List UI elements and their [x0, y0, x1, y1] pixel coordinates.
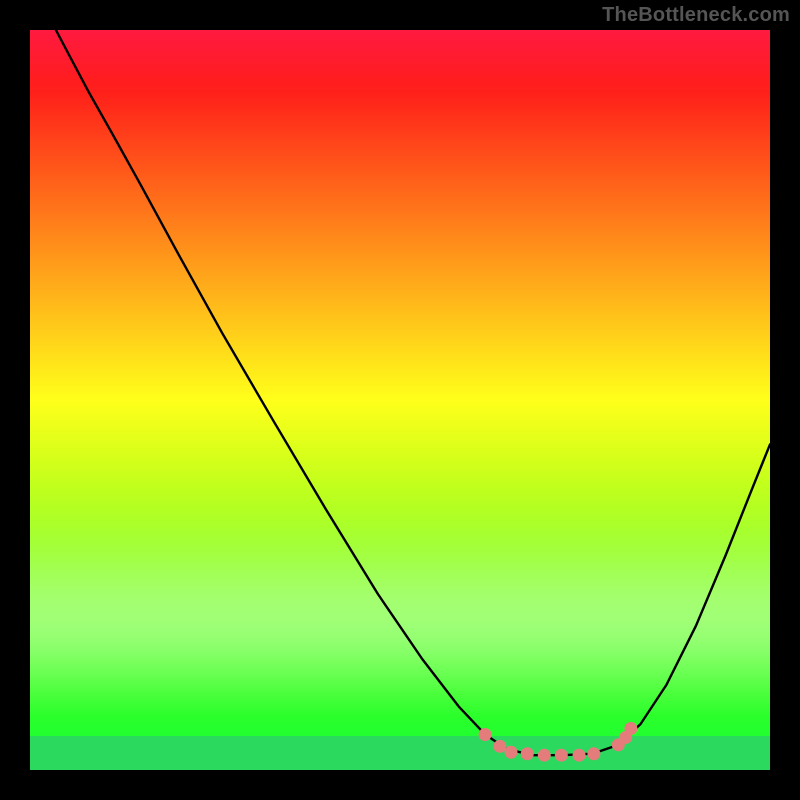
curve-marker	[505, 746, 518, 759]
curve-marker	[624, 722, 637, 735]
curve-marker	[493, 740, 506, 753]
curve-marker	[479, 728, 492, 741]
chart-container: { "watermark": { "text": "TheBottleneck.…	[0, 0, 800, 800]
curve-marker	[587, 747, 600, 760]
green-optimal-band	[30, 736, 770, 770]
watermark-text: TheBottleneck.com	[602, 4, 790, 27]
curve-marker	[538, 749, 551, 762]
heat-gradient	[30, 30, 770, 771]
curve-marker	[521, 747, 534, 760]
curve-marker	[555, 749, 568, 762]
curve-marker	[573, 749, 586, 762]
bottleneck-chart	[0, 0, 800, 800]
